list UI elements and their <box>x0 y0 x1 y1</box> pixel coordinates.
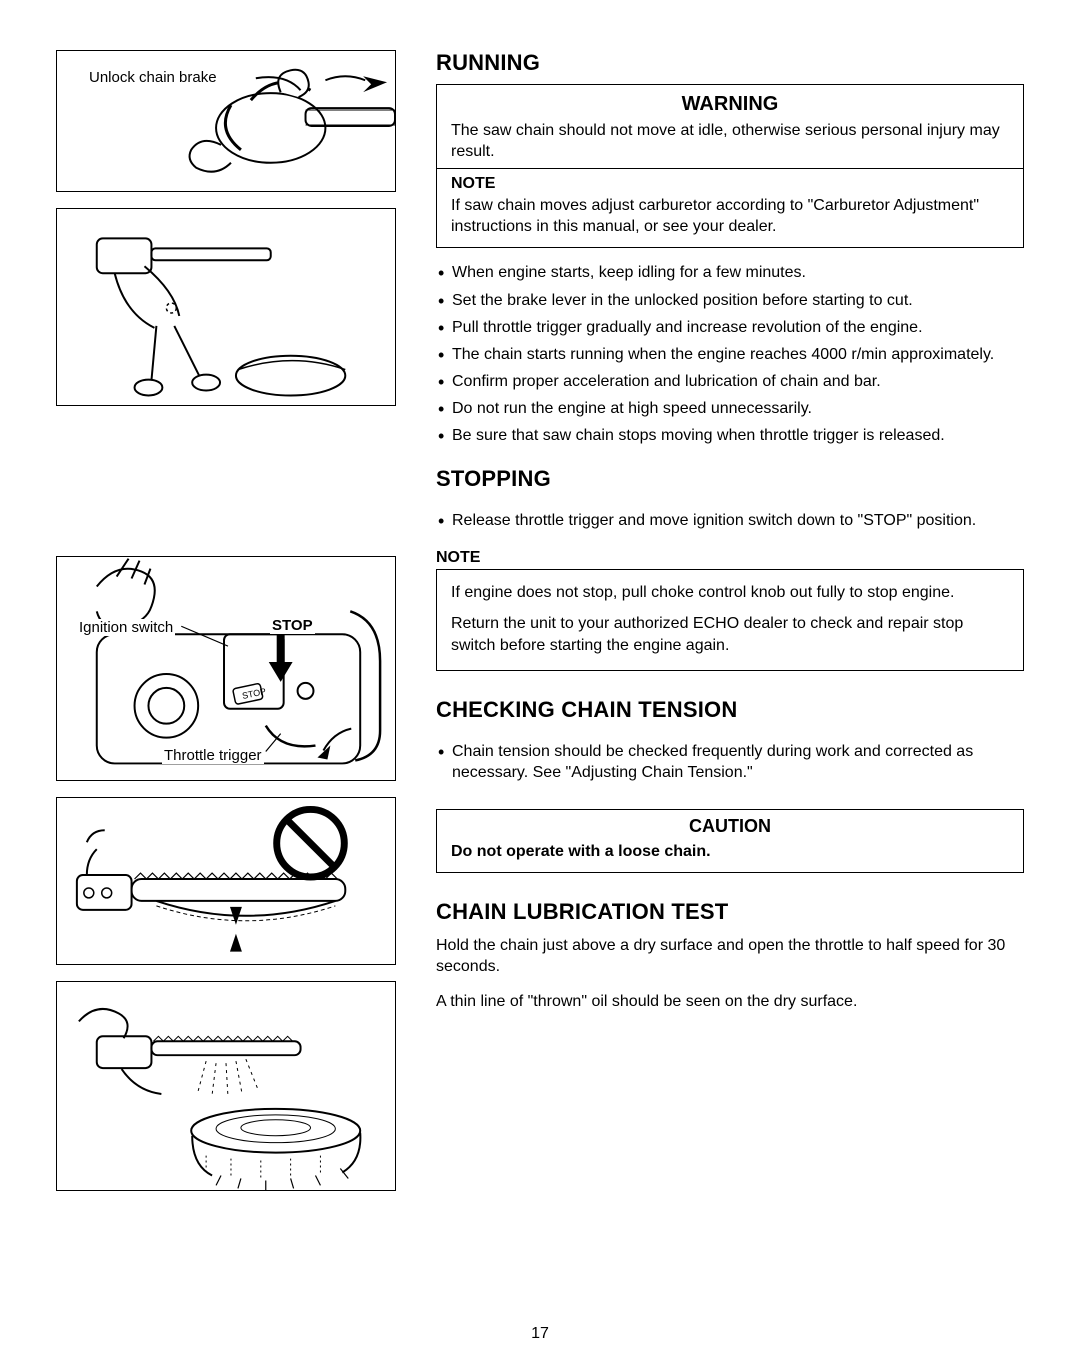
caution-title: CAUTION <box>451 816 1009 837</box>
figure3-stop-label: STOP <box>270 617 315 634</box>
lube-p2: A thin line of "thrown" oil should be se… <box>436 991 1024 1012</box>
heading-stopping: STOPPING <box>436 466 1024 492</box>
bullet-item: Release throttle trigger and move igniti… <box>436 510 1024 531</box>
note2-body1: If engine does not stop, pull choke cont… <box>451 582 1009 603</box>
right-column: RUNNING WARNING The saw chain should not… <box>436 50 1024 1335</box>
caution-box: CAUTION Do not operate with a loose chai… <box>436 809 1024 873</box>
warning-title: WARNING <box>451 93 1009 116</box>
bullet-item: When engine starts, keep idling for a fe… <box>436 262 1024 283</box>
running-bullets: When engine starts, keep idling for a fe… <box>436 256 1024 452</box>
page-number: 17 <box>0 1325 1080 1343</box>
left-column: Unlock chain brake <box>56 50 396 1335</box>
bullet-item: Be sure that saw chain stops moving when… <box>436 425 1024 446</box>
heading-running: RUNNING <box>436 50 1024 76</box>
figure-unlock-brake: Unlock chain brake <box>56 50 396 192</box>
heading-lube: CHAIN LUBRICATION TEST <box>436 899 1024 925</box>
lube-p1: Hold the chain just above a dry surface … <box>436 935 1024 977</box>
figure1-label: Unlock chain brake <box>87 69 219 86</box>
heading-tension: CHECKING CHAIN TENSION <box>436 697 1024 723</box>
bullet-item: Do not run the engine at high speed unne… <box>436 398 1024 419</box>
tension-bullets: Chain tension should be checked frequent… <box>436 735 1024 789</box>
bullet-item: Set the brake lever in the unlocked posi… <box>436 290 1024 311</box>
figure-chain-tension <box>56 797 396 965</box>
note-body: If saw chain moves adjust carburetor acc… <box>451 195 1009 237</box>
stopping-note-box: If engine does not stop, pull choke cont… <box>436 569 1024 670</box>
figure3-ignition-label: Ignition switch <box>77 619 175 636</box>
bullet-item: Chain tension should be checked frequent… <box>436 741 1024 783</box>
caution-body: Do not operate with a loose chain. <box>451 841 1009 862</box>
figure-stop-switch: Ignition switch STOP Throttle trigger ST… <box>56 556 396 781</box>
warning-note-box: WARNING The saw chain should not move at… <box>436 84 1024 248</box>
note2-body2: Return the unit to your authorized ECHO … <box>451 613 1009 655</box>
bullet-item: The chain starts running when the engine… <box>436 344 1024 365</box>
warning-body: The saw chain should not move at idle, o… <box>451 120 1009 162</box>
svg-text:STOP: STOP <box>241 686 267 701</box>
figure-lubrication-test <box>56 981 396 1191</box>
bullet-item: Pull throttle trigger gradually and incr… <box>436 317 1024 338</box>
bullet-item: Confirm proper acceleration and lubricat… <box>436 371 1024 392</box>
note2-title: NOTE <box>436 549 1024 567</box>
divider <box>437 168 1023 169</box>
figure-person-stance <box>56 208 396 406</box>
note-title: NOTE <box>451 175 1009 193</box>
figure3-throttle-label: Throttle trigger <box>162 747 264 764</box>
stopping-bullets: Release throttle trigger and move igniti… <box>436 504 1024 537</box>
